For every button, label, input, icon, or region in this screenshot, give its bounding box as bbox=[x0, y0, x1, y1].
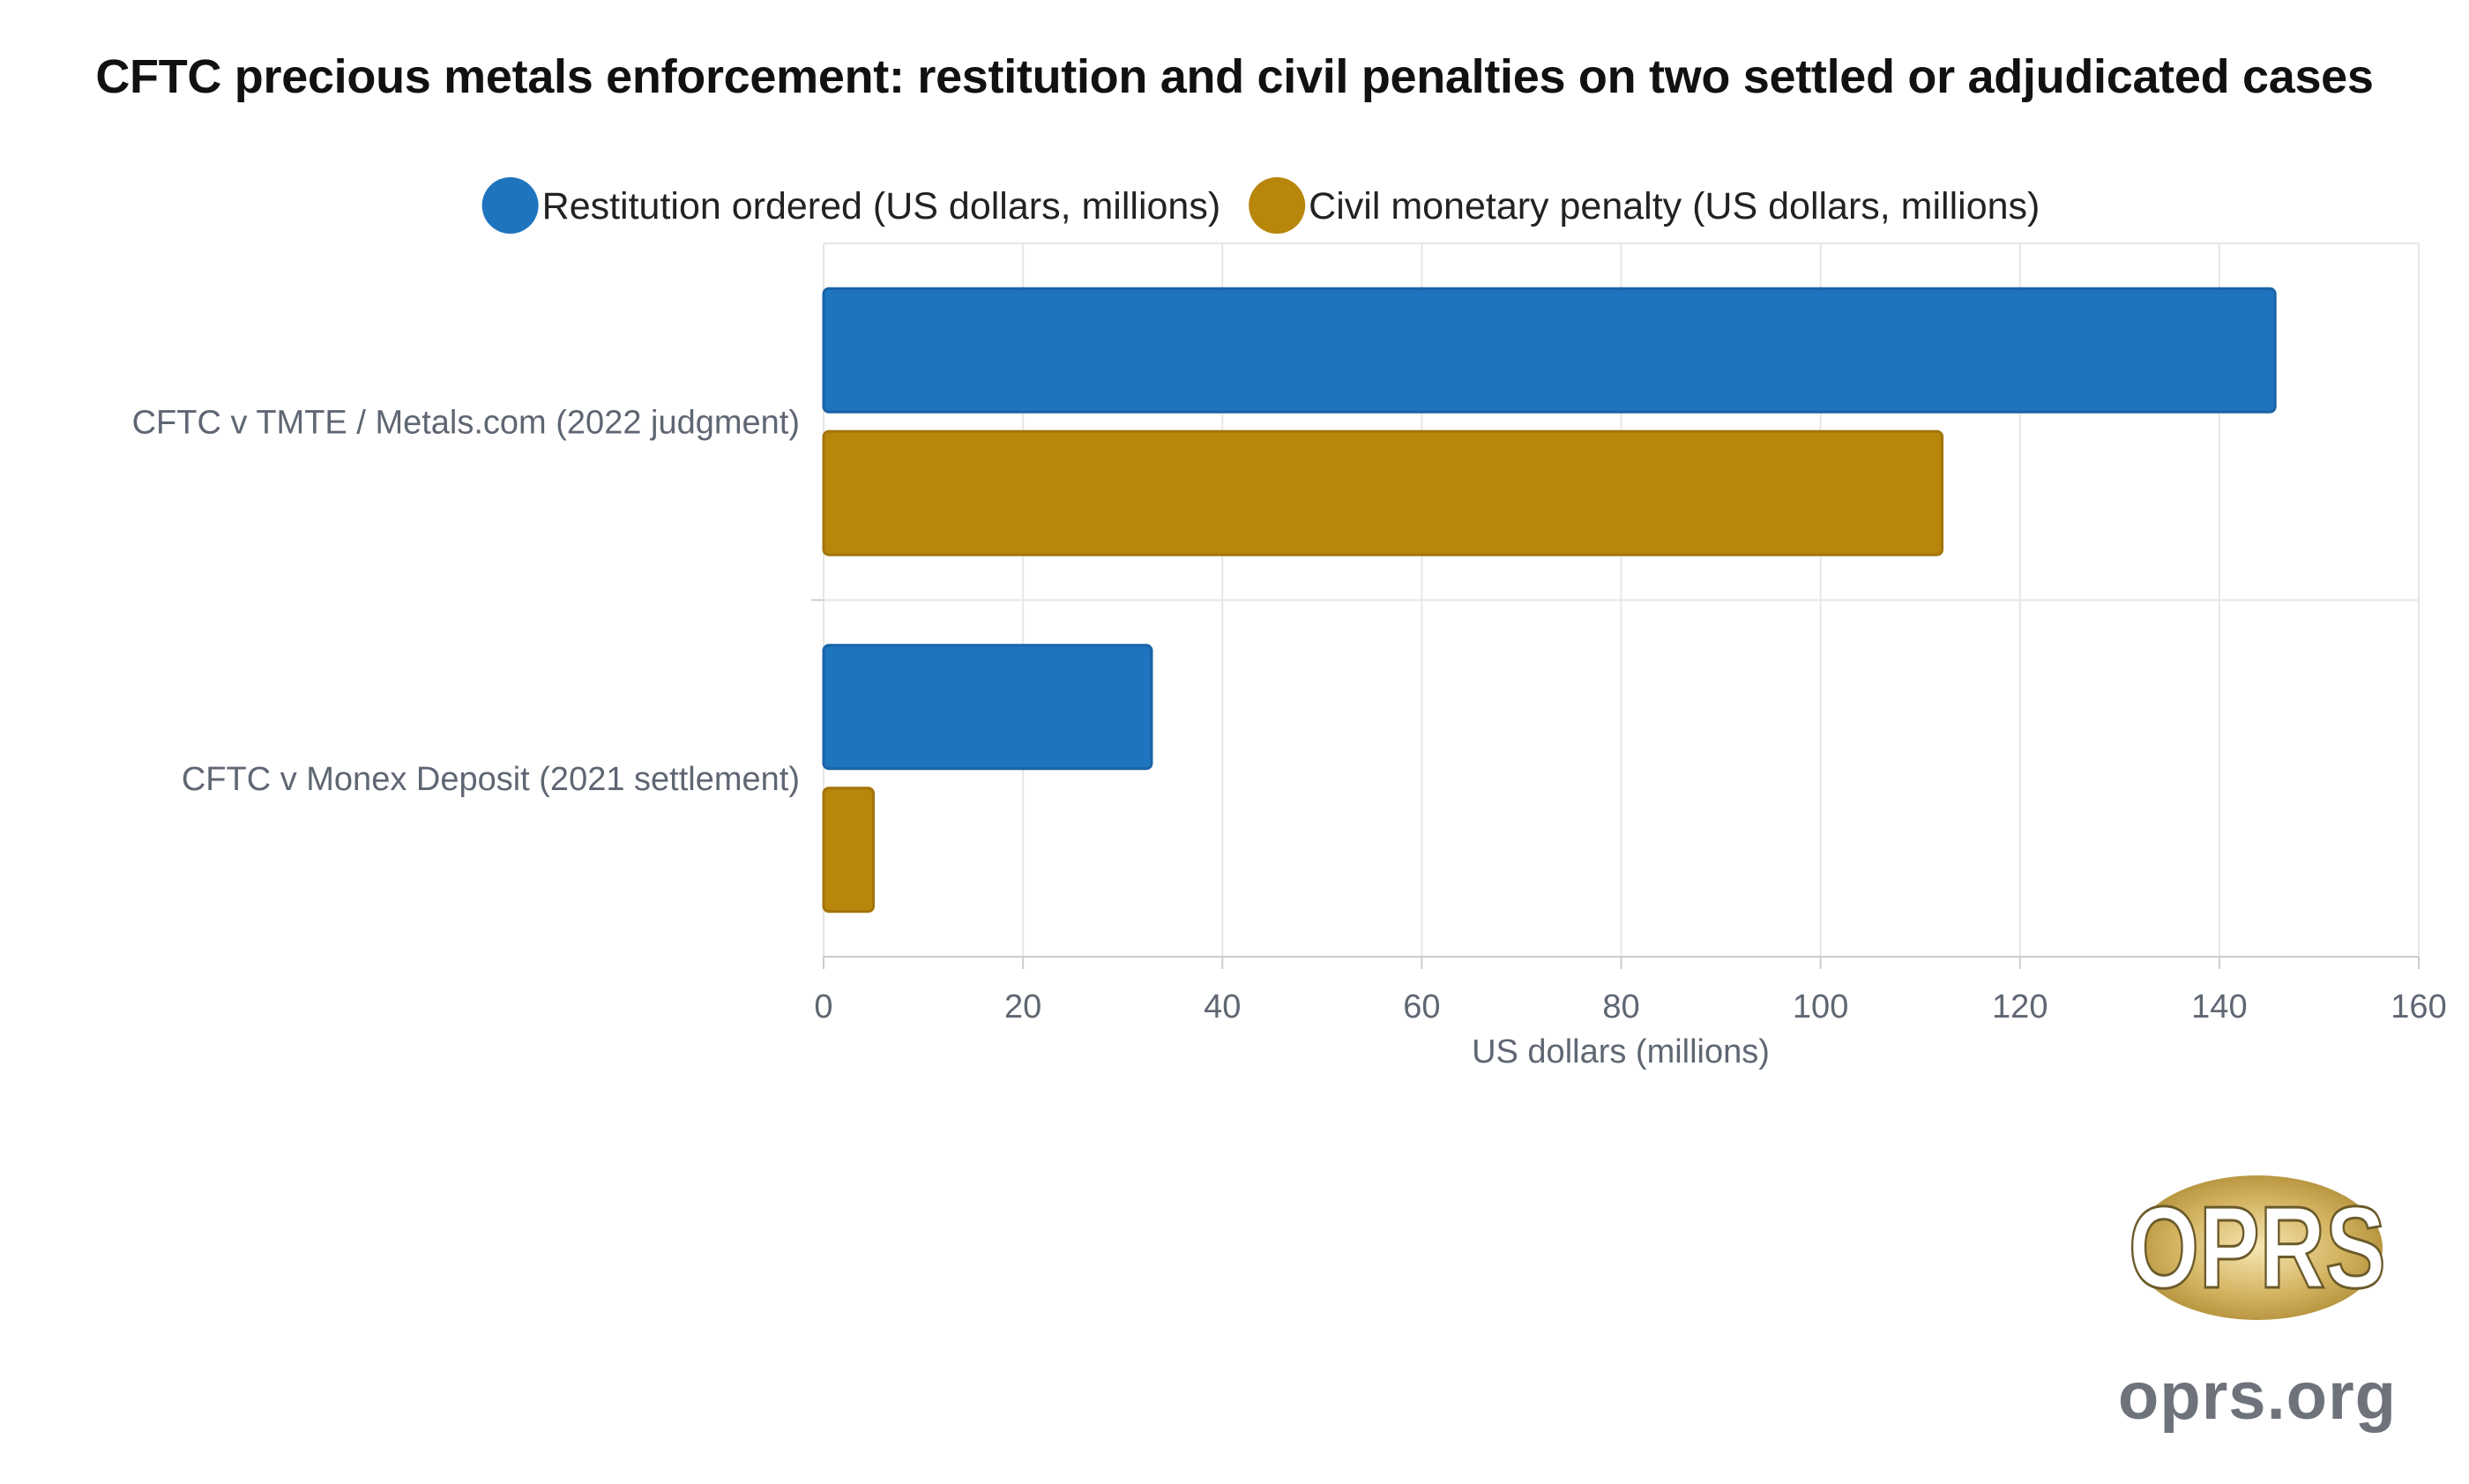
logo-wordmark: OPRS bbox=[2129, 1183, 2386, 1313]
site-url: oprs.org bbox=[2117, 1359, 2398, 1434]
category-label: CFTC v Monex Deposit (2021 settlement) bbox=[182, 761, 800, 798]
chart-bars bbox=[822, 287, 2277, 914]
chart-title: CFTC precious metals enforcement: restit… bbox=[95, 50, 2374, 103]
x-tick-label: 80 bbox=[1602, 988, 1639, 1025]
x-axis-title: US dollars (millions) bbox=[1472, 1033, 1770, 1070]
x-tick-label: 140 bbox=[2191, 988, 2247, 1025]
x-tick-label: 40 bbox=[1204, 988, 1241, 1025]
x-tick-label: 120 bbox=[1992, 988, 2048, 1025]
legend-swatch-restitution[interactable] bbox=[481, 177, 539, 234]
oprs-logo: OPRS bbox=[2128, 1175, 2387, 1320]
bar-civil-penalty-0[interactable] bbox=[822, 429, 1944, 556]
legend-label[interactable]: Restitution ordered (US dollars, million… bbox=[542, 185, 1221, 227]
x-tick-label: 60 bbox=[1403, 988, 1440, 1025]
legend-swatch-civil-penalty[interactable] bbox=[1249, 177, 1306, 234]
bar-restitution-0[interactable] bbox=[822, 287, 2277, 414]
x-tick-label: 100 bbox=[1793, 988, 1848, 1025]
bar-restitution-1[interactable] bbox=[822, 644, 1153, 771]
x-tick-label: 20 bbox=[1004, 988, 1041, 1025]
chart-legend: Restitution ordered (US dollars, million… bbox=[481, 177, 2040, 234]
category-labels: CFTC v TMTE / Metals.com (2022 judgment)… bbox=[132, 404, 800, 798]
x-tick-label: 160 bbox=[2391, 988, 2446, 1025]
legend-label[interactable]: Civil monetary penalty (US dollars, mill… bbox=[1309, 185, 2040, 227]
bar-civil-penalty-1[interactable] bbox=[822, 787, 876, 914]
category-label: CFTC v TMTE / Metals.com (2022 judgment) bbox=[132, 404, 800, 441]
x-tick-label: 0 bbox=[814, 988, 832, 1025]
logo-gold-oval bbox=[2132, 1175, 2383, 1320]
x-axis-ticks: 0 20 40 60 80 100 120 140 160 bbox=[814, 957, 2447, 1025]
